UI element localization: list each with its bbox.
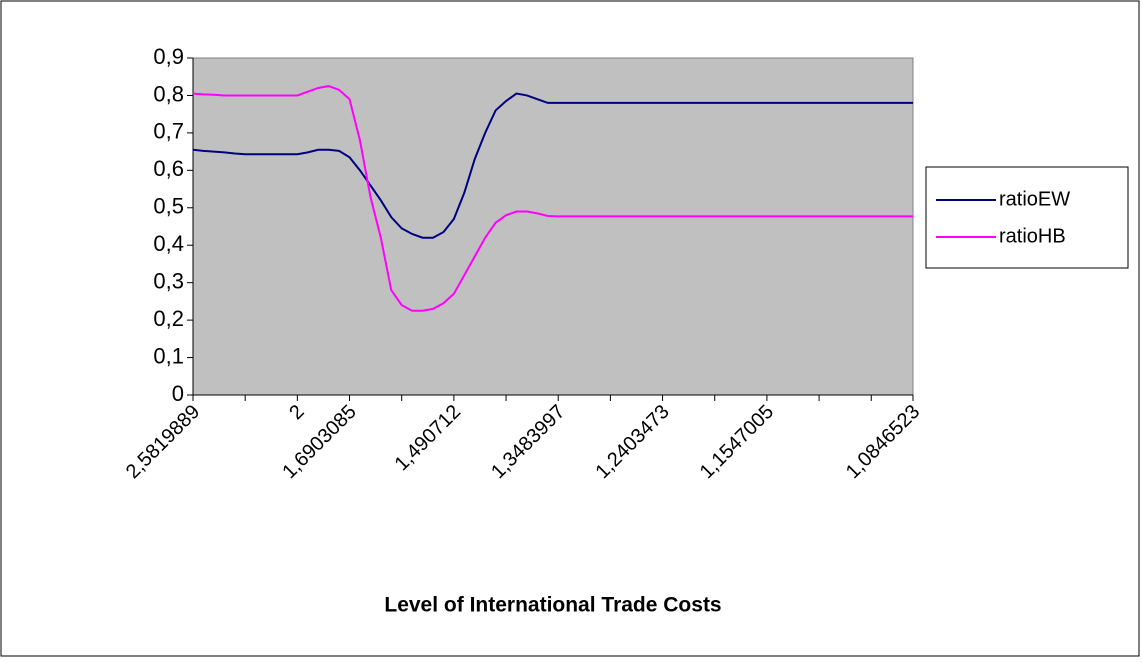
legend-label: ratioHB xyxy=(999,225,1066,247)
y-tick-label: 0 xyxy=(172,381,184,406)
line-series xyxy=(192,85,913,312)
y-tick-label: 0,5 xyxy=(153,194,184,219)
y-tick-label: 0,1 xyxy=(153,343,184,368)
legend-box xyxy=(925,166,1129,269)
y-tick-label: 0,9 xyxy=(153,44,184,69)
plot-area xyxy=(192,57,914,396)
line-series xyxy=(192,92,913,239)
y-tick-label: 0,4 xyxy=(153,231,184,256)
legend-label: ratioEW xyxy=(999,188,1070,210)
x-axis-title: Level of International Trade Costs xyxy=(384,594,721,617)
y-tick-label: 0,6 xyxy=(153,156,184,181)
y-tick-label: 0,3 xyxy=(153,268,184,293)
y-tick-label: 0,7 xyxy=(153,119,184,144)
y-tick-label: 0,2 xyxy=(153,306,184,331)
y-tick-label: 0,8 xyxy=(153,81,184,106)
